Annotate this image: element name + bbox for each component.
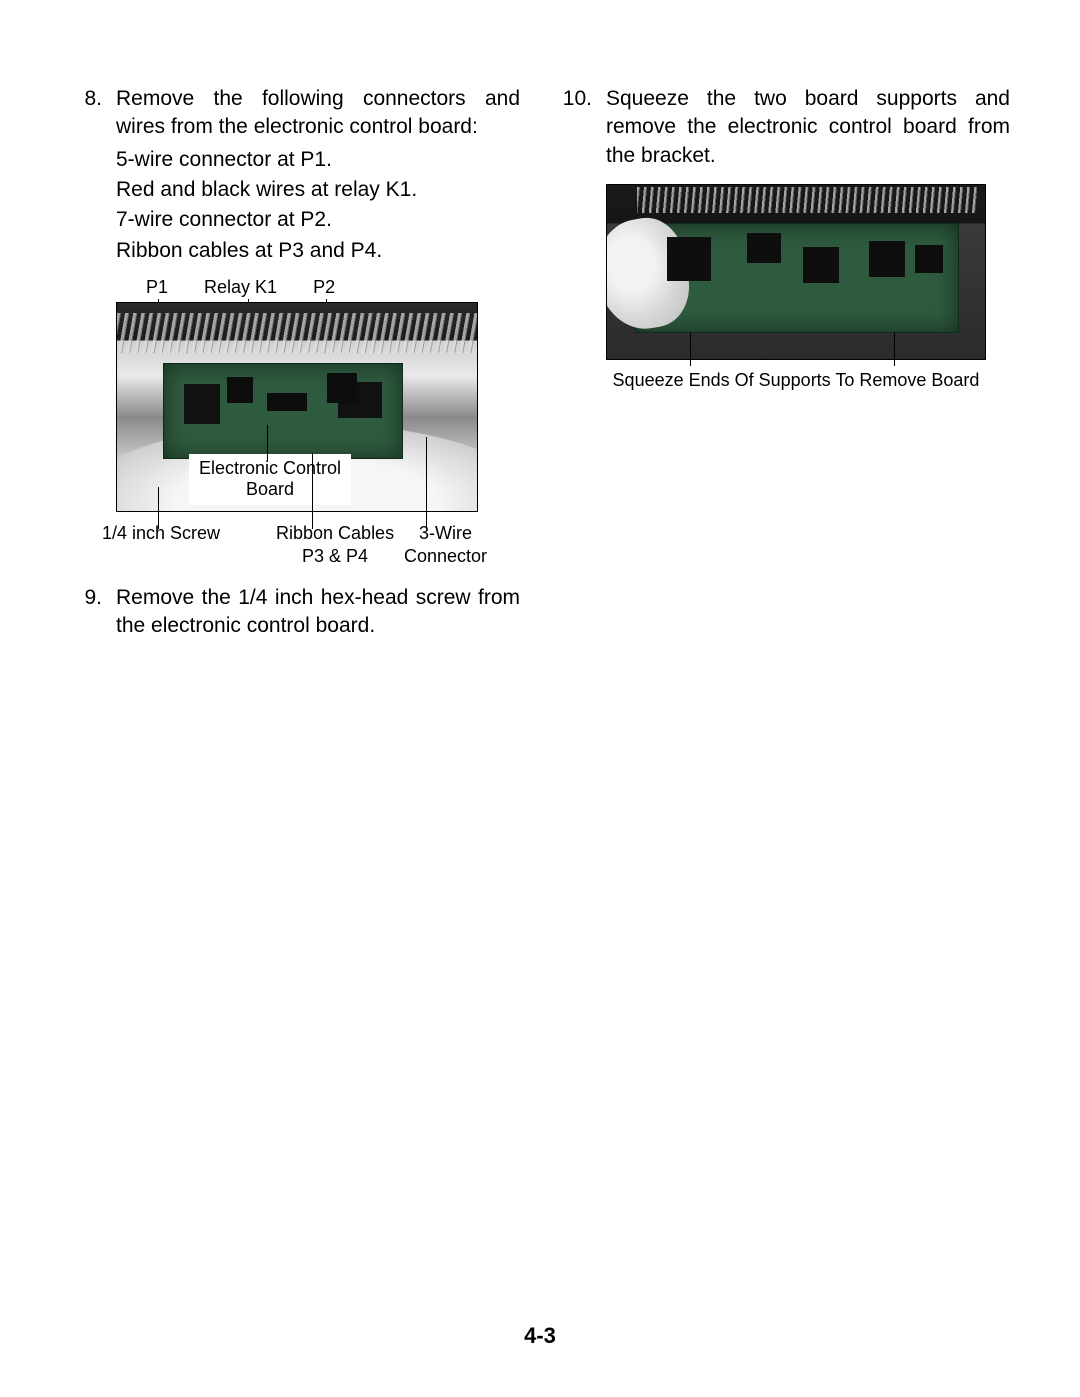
- photo-chip: [327, 373, 357, 403]
- photo-chip: [267, 393, 307, 411]
- label-line: Ribbon Cables: [276, 522, 394, 545]
- photo-pcb: [163, 363, 403, 459]
- left-column: 8. Remove the following connectors and w…: [70, 85, 520, 645]
- label-p1: P1: [146, 277, 168, 298]
- figure-2-caption: Squeeze Ends Of Supports To Remove Board: [606, 370, 986, 391]
- subline: 7-wire connector at P2.: [116, 206, 520, 234]
- figure-2-wrap: Squeeze Ends Of Supports To Remove Board: [606, 184, 1010, 391]
- subline: 5-wire connector at P1.: [116, 146, 520, 174]
- figure-1-photo: Electronic Control Board: [116, 302, 478, 512]
- step-number: 10.: [560, 85, 606, 170]
- photo-component: [667, 237, 711, 281]
- manual-page: 8. Remove the following connectors and w…: [0, 0, 1080, 1397]
- photo-chip: [227, 377, 253, 403]
- step-number: 9.: [70, 584, 116, 641]
- photo-component: [747, 233, 781, 263]
- step-8: 8. Remove the following connectors and w…: [70, 85, 520, 142]
- label-p2: P2: [313, 277, 335, 298]
- label-quarter-inch-screw: 1/4 inch Screw: [102, 522, 220, 545]
- photo-wires: [637, 187, 977, 213]
- leader-line: [894, 332, 895, 366]
- right-column: 10. Squeeze the two board supports and r…: [560, 85, 1010, 645]
- leader-line: [267, 425, 268, 461]
- label-ribbon-cables: Ribbon Cables P3 & P4: [276, 522, 394, 567]
- figure-1-wrap: P1 Relay K1 P2 Electronic Control: [116, 277, 520, 566]
- label-line: Connector: [404, 545, 487, 568]
- step-9: 9. Remove the 1/4 inch hex-head screw fr…: [70, 584, 520, 641]
- step-text: Remove the following connectors and wire…: [116, 85, 520, 142]
- leader-line: [690, 332, 691, 366]
- subline: Red and black wires at relay K1.: [116, 176, 520, 204]
- step-10: 10. Squeeze the two board supports and r…: [560, 85, 1010, 170]
- photo-component: [869, 241, 905, 277]
- step-number: 8.: [70, 85, 116, 142]
- figure-1-top-labels: P1 Relay K1 P2: [116, 277, 520, 298]
- figure-2-photo: [606, 184, 986, 360]
- subline: Ribbon cables at P3 and P4.: [116, 237, 520, 265]
- photo-component: [915, 245, 943, 273]
- step-text: Squeeze the two board supports and remov…: [606, 85, 1010, 170]
- photo-wires: [117, 313, 477, 353]
- callout-line: Electronic Control: [199, 458, 341, 480]
- callout-line: Board: [199, 479, 341, 501]
- label-3-wire-connector: 3-Wire Connector: [404, 522, 487, 567]
- step-text: Remove the 1/4 inch hex-head screw from …: [116, 584, 520, 641]
- photo-component: [803, 247, 839, 283]
- label-line: 3-Wire: [404, 522, 487, 545]
- two-column-layout: 8. Remove the following connectors and w…: [70, 85, 1010, 645]
- leader-line: [426, 437, 427, 529]
- page-number: 4-3: [0, 1323, 1080, 1349]
- label-line: P3 & P4: [276, 545, 394, 568]
- callout-electronic-control-board: Electronic Control Board: [189, 454, 351, 505]
- figure-1-bottom-labels: 1/4 inch Screw Ribbon Cables P3 & P4 3-W…: [116, 522, 520, 566]
- leader-line: [312, 453, 313, 529]
- step-8-sublines: 5-wire connector at P1. Red and black wi…: [116, 146, 520, 265]
- label-relay-k1: Relay K1: [204, 277, 277, 298]
